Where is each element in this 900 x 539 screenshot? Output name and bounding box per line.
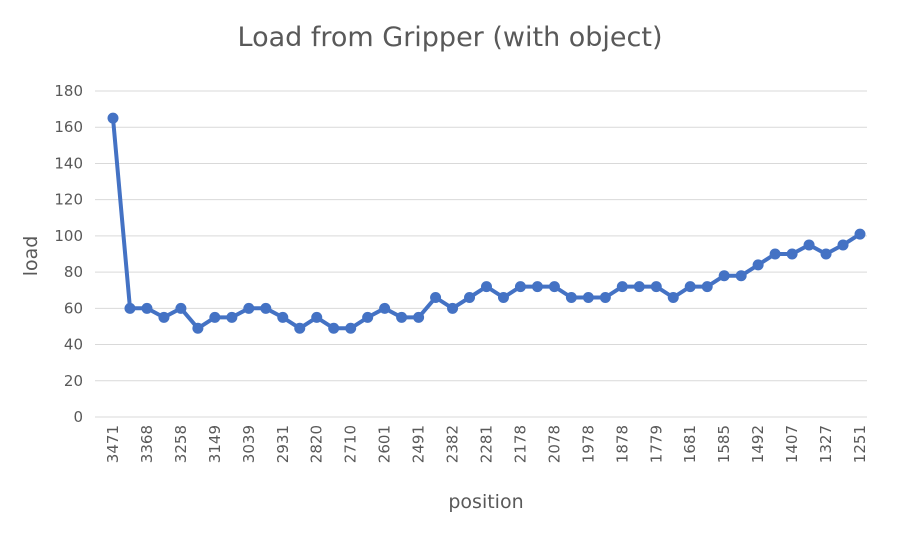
y-tick-label: 160 (54, 118, 83, 136)
data-point (633, 281, 645, 293)
data-point (413, 311, 425, 323)
y-tick-label: 120 (54, 191, 83, 209)
x-tick-label: 1681 (681, 425, 699, 463)
data-point (311, 311, 323, 323)
x-tick-label: 2491 (410, 425, 428, 463)
x-tick-label: 1779 (647, 425, 665, 463)
x-tick-label: 3471 (104, 425, 122, 463)
x-tick-label: 1407 (783, 425, 801, 463)
data-point (837, 239, 849, 251)
x-tick-label: 3039 (240, 425, 258, 463)
x-tick-label: 1978 (579, 425, 597, 463)
y-tick-label: 100 (54, 227, 83, 245)
data-point (769, 248, 781, 260)
data-point (514, 281, 526, 293)
x-tick-label: 1492 (749, 425, 767, 463)
x-tick-label: 3149 (206, 425, 224, 463)
x-tick-label: 2931 (274, 425, 292, 463)
x-tick-label: 1251 (851, 425, 869, 463)
data-point (820, 248, 832, 260)
data-point (684, 281, 696, 293)
series (107, 112, 866, 334)
data-point (497, 291, 509, 303)
series-line (111, 118, 862, 331)
grid (95, 90, 867, 418)
data-point (107, 112, 119, 124)
data-point (396, 311, 408, 323)
data-point (362, 311, 374, 323)
data-point (599, 291, 611, 303)
data-point (430, 291, 442, 303)
data-point (243, 302, 255, 314)
data-point (345, 322, 357, 334)
chart-title: Load from Gripper (with object) (237, 22, 663, 53)
data-point (667, 291, 679, 303)
data-point (531, 281, 543, 293)
data-point (209, 311, 221, 323)
data-point (854, 228, 866, 240)
data-point (735, 270, 747, 282)
data-point (226, 311, 238, 323)
data-point (124, 302, 136, 314)
data-point (192, 322, 204, 334)
x-tick-label: 2178 (511, 425, 529, 463)
data-point (379, 302, 391, 314)
data-point (650, 281, 662, 293)
x-axis-label: position (448, 491, 523, 513)
x-tick-label: 1878 (613, 425, 631, 463)
data-point (565, 291, 577, 303)
data-point (158, 311, 170, 323)
y-axis-label: load (20, 236, 42, 277)
data-point (481, 281, 492, 293)
y-tick-label: 140 (54, 154, 83, 172)
data-point (260, 302, 272, 314)
x-axis-ticks: 3471 3368 3258 3149 3039 2931 2820 2710 2601 2491… (104, 425, 869, 463)
x-tick-label: 1327 (817, 425, 835, 463)
data-point (718, 270, 730, 282)
y-tick-label: 60 (64, 299, 83, 317)
x-tick-label: 2382 (444, 425, 462, 463)
data-point (786, 248, 798, 260)
x-tick-label: 1585 (715, 425, 733, 463)
x-tick-label: 2710 (342, 425, 360, 463)
data-point (277, 311, 289, 323)
x-tick-label: 2078 (545, 425, 563, 463)
x-tick-label: 2281 (478, 425, 496, 463)
x-tick-label: 2601 (376, 425, 394, 463)
data-point (294, 322, 306, 334)
y-axis-ticks: 0 20 40 60 80 100 120 140 160 180 (54, 82, 83, 426)
data-point (752, 259, 764, 271)
data-point (447, 302, 459, 314)
y-tick-label: 20 (64, 372, 83, 390)
y-tick-label: 40 (64, 336, 83, 354)
data-point (548, 281, 560, 293)
x-tick-label: 2820 (308, 425, 326, 463)
data-point (175, 302, 187, 314)
y-tick-label: 0 (73, 408, 83, 426)
y-tick-label: 180 (54, 82, 83, 100)
data-point (141, 302, 153, 314)
data-point (701, 281, 713, 293)
y-tick-label: 80 (64, 263, 83, 281)
data-point (328, 322, 340, 334)
data-point (803, 239, 815, 251)
data-point (464, 291, 476, 303)
x-tick-label: 3368 (138, 425, 156, 463)
data-point (616, 281, 628, 293)
x-tick-label: 3258 (172, 425, 190, 463)
data-point (582, 291, 594, 303)
